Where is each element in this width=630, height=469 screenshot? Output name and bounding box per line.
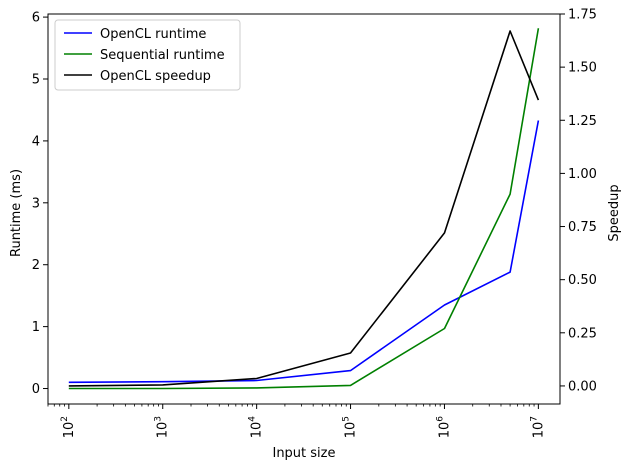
y2-tick-label: 1.75 (568, 8, 597, 23)
plot-area (68, 28, 540, 390)
y-tick-label: 3 (32, 196, 40, 211)
series-line-1 (68, 28, 540, 390)
x-tick-label: 104 (248, 416, 265, 439)
y-tick-label: 6 (32, 11, 40, 26)
legend-label-opencl-runtime: OpenCL runtime (100, 27, 206, 42)
y2-axis-label: Speedup (607, 184, 622, 241)
series-line-0 (68, 120, 540, 384)
legend: OpenCL runtime Sequential runtime OpenCL… (54, 19, 241, 91)
y-tick-label: 2 (32, 258, 40, 273)
plot-frame (47, 13, 561, 405)
y-tick-label: 4 (32, 134, 40, 149)
y-tick-label: 5 (32, 73, 40, 88)
y2-tick-label: 0.25 (568, 326, 597, 341)
axes: 102 103 104 105 106 107 0 1 2 3 4 5 6 0.00 0.25 0.50 0.7… (32, 8, 597, 439)
x-tick-label: 107 (529, 416, 546, 438)
y2-tick-label: 1.50 (568, 61, 597, 76)
x-tick-label: 102 (60, 416, 77, 438)
x-axis-label: Input size (272, 446, 335, 461)
y2-tick-label: 0.50 (568, 273, 597, 288)
x-tick-label: 106 (435, 416, 452, 439)
y2-tick-label: 0.75 (568, 220, 597, 235)
y2-tick-label: 0.00 (568, 379, 597, 394)
y2-tick-label: 1.25 (568, 114, 597, 129)
y2-tick-label: 1.00 (568, 167, 597, 182)
x-tick-label: 103 (154, 416, 171, 438)
y-axis-label: Runtime (ms) (9, 169, 24, 257)
legend-label-opencl-speedup: OpenCL speedup (100, 69, 211, 84)
x-tick-label: 105 (342, 416, 359, 438)
series-line-2 (68, 30, 540, 387)
y-tick-label: 0 (32, 382, 40, 397)
legend-label-sequential-runtime: Sequential runtime (100, 48, 225, 63)
legend-box (54, 19, 241, 91)
y-tick-label: 1 (32, 320, 40, 335)
